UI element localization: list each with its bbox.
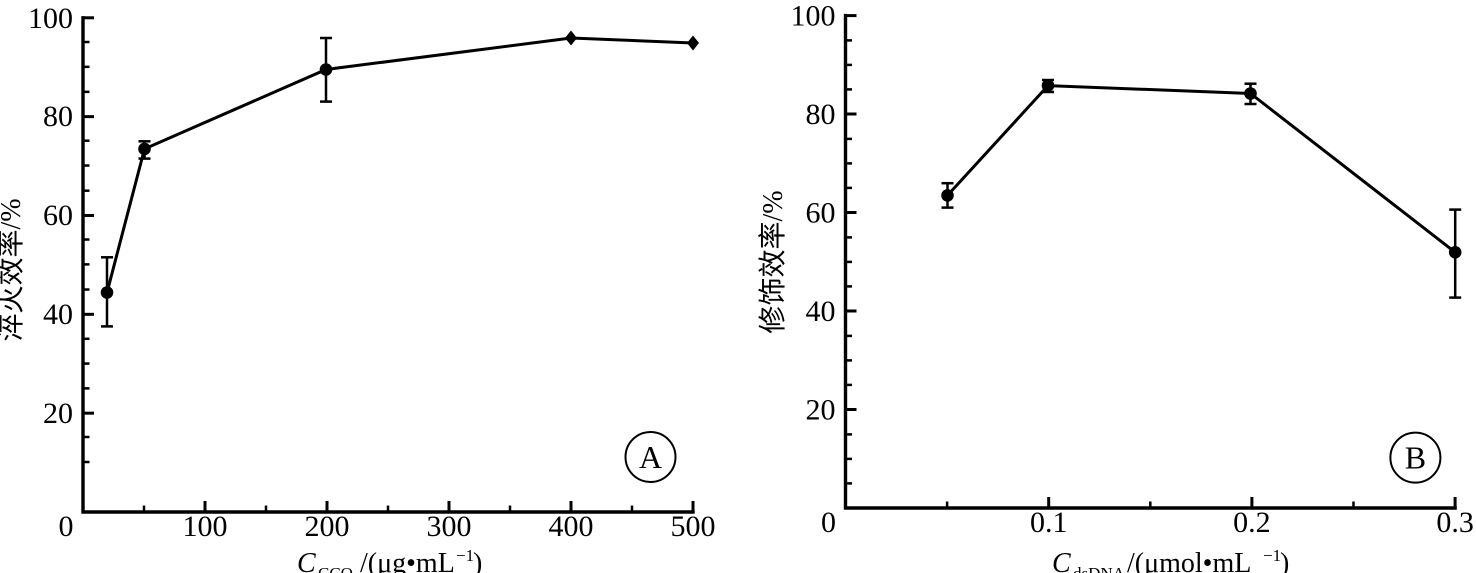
svg-text:80: 80 — [43, 100, 73, 133]
svg-text:C: C — [297, 548, 316, 573]
svg-text:20: 20 — [806, 394, 836, 427]
svg-text:60: 60 — [43, 199, 73, 232]
svg-text:/(μg•mL: /(μg•mL — [360, 548, 455, 573]
svg-text:40: 40 — [43, 298, 73, 331]
svg-text:−1: −1 — [1263, 546, 1281, 565]
svg-text:500: 500 — [671, 510, 716, 543]
svg-text:−1: −1 — [456, 546, 474, 565]
svg-text:300: 300 — [427, 510, 472, 543]
svg-text:): ) — [1280, 548, 1289, 573]
svg-text:200: 200 — [305, 510, 350, 543]
svg-text:CCO: CCO — [318, 564, 353, 573]
svg-text:100: 100 — [28, 2, 73, 35]
svg-text:0.1: 0.1 — [1030, 506, 1068, 539]
svg-text:0.3: 0.3 — [1436, 506, 1474, 539]
svg-text:100: 100 — [791, 0, 836, 33]
svg-text:淬灭效率/%: 淬灭效率/% — [0, 198, 27, 341]
svg-text:80: 80 — [806, 98, 836, 131]
svg-text:0: 0 — [821, 506, 836, 539]
svg-text:): ) — [473, 548, 482, 573]
svg-text:40: 40 — [806, 295, 836, 328]
svg-text:0: 0 — [59, 510, 74, 543]
svg-text:C: C — [1052, 548, 1071, 573]
svg-text:20: 20 — [43, 397, 73, 430]
svg-text:/(μmol•mL: /(μmol•mL — [1127, 548, 1251, 573]
svg-text:400: 400 — [549, 510, 594, 543]
svg-text:dsDNA: dsDNA — [1073, 564, 1126, 573]
svg-text:修饰效率/%: 修饰效率/% — [757, 190, 789, 333]
svg-text:100: 100 — [183, 510, 228, 543]
svg-text:B: B — [1405, 440, 1426, 476]
svg-text:0.2: 0.2 — [1233, 506, 1271, 539]
svg-text:60: 60 — [806, 197, 836, 230]
svg-text:A: A — [639, 439, 662, 475]
